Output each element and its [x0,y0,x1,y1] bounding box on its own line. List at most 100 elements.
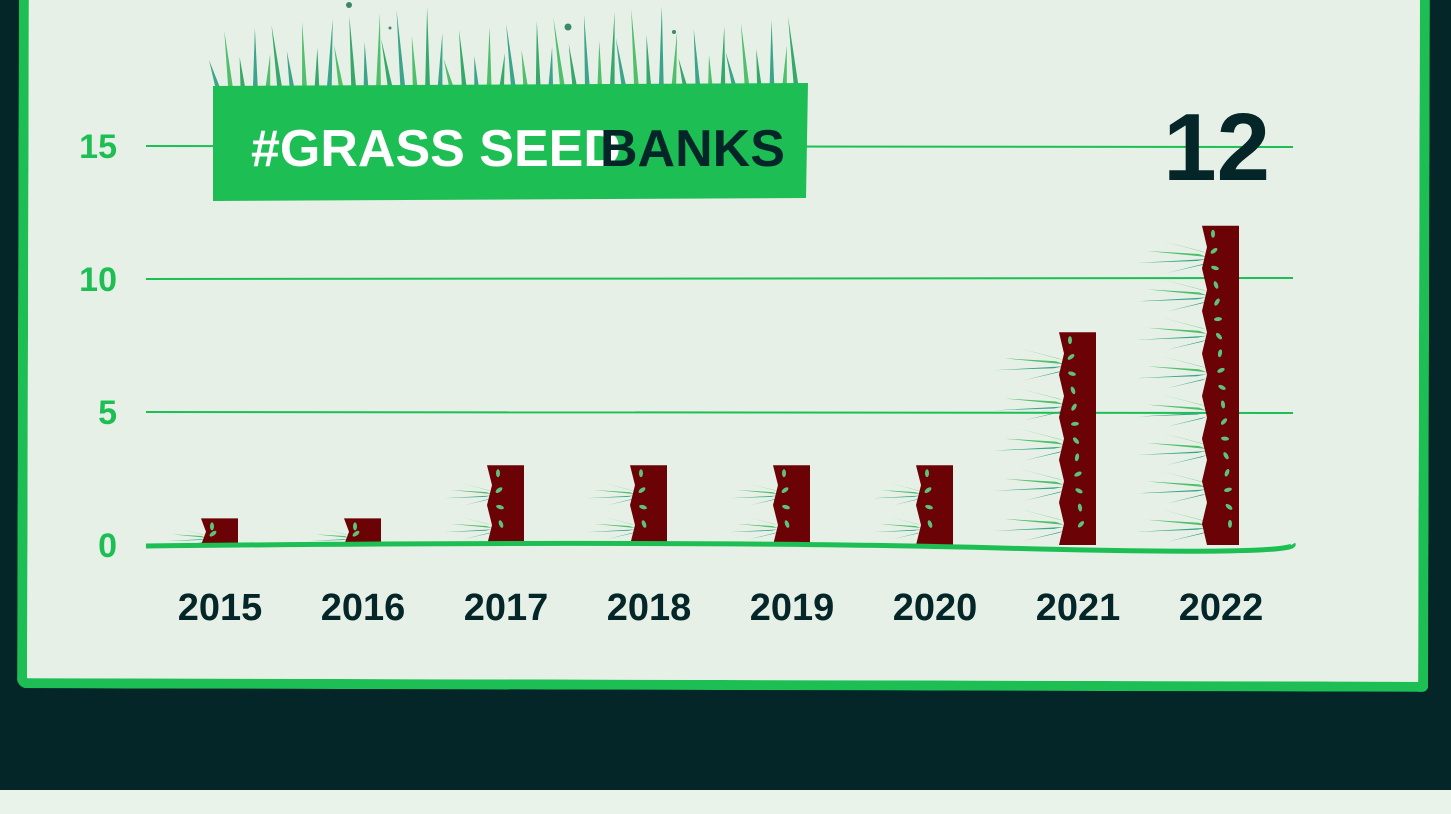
bar-soil [201,518,238,545]
grass-blade [271,25,283,90]
x-category-label: 2015 [178,587,263,629]
grass-blade [584,15,590,90]
seed [781,487,789,494]
grass-blade [286,51,295,90]
grass-blade [788,17,800,90]
grass-blade [615,38,627,90]
grass-tuft [443,483,492,506]
seed [1215,332,1223,340]
x-category-label: 2020 [893,587,978,629]
seed [641,520,647,528]
x-category-label: 2019 [750,587,835,629]
grass-blade [740,23,750,90]
seed [1071,421,1079,426]
gridline [145,277,1294,280]
grass-tuft [1137,241,1207,273]
seed [1213,281,1219,289]
bar-2022 [1137,225,1239,546]
title-suffix: BANKS [600,120,785,178]
seed [1077,521,1085,528]
seed [353,522,357,531]
grass-blade [725,52,738,90]
seed [1075,488,1083,494]
y-axis-ticks: 0 5 10 15 [79,128,117,565]
grass-blade [375,13,381,90]
seed [1217,367,1225,373]
bar-2017 [443,465,524,545]
seed [639,469,643,478]
seed [1224,487,1232,492]
grass-blade [548,47,554,90]
seed [927,520,933,528]
bar-2019 [729,465,810,545]
x-category-label: 2016 [321,587,406,629]
grass-tuft [729,483,778,506]
grass-blade [486,27,492,90]
grass-blade [781,46,787,90]
grass-blade [411,36,418,90]
grass-blade [609,12,615,90]
seed [782,504,790,510]
seed [784,520,790,528]
grass-tuft [994,348,1064,381]
grass-blade [535,21,541,90]
seed [924,487,932,494]
x-category-label: 2018 [607,587,692,629]
grass-blade [334,45,344,90]
y-tick-label: 10 [79,261,117,299]
seed [1221,436,1229,441]
grass-blade [425,7,431,90]
seed [495,487,503,494]
bar-soil [344,518,381,545]
title-prefix: #GRASS SEED [251,120,621,178]
seed [209,530,217,537]
seed [1217,349,1223,358]
grass-blade [568,44,578,90]
grass-blade [326,19,333,90]
grass-tuft [994,468,1064,501]
grass-tuft [872,517,921,540]
grass-tuft [586,517,635,540]
seed [498,520,504,528]
seed [925,504,933,510]
bar-soil [1059,332,1096,545]
grass-blade [671,32,678,90]
seed-dot [672,30,676,34]
grass-blade [459,30,467,90]
bar-2021 [994,332,1096,545]
grass-tuft [1137,394,1207,427]
title-banner-box [213,83,808,201]
highlight-value: 12 [1163,94,1270,201]
seed [1077,503,1083,512]
y-tick-label: 15 [79,128,117,166]
grass-blade [658,6,664,90]
seed [1074,471,1082,477]
grass-tuft [994,508,1064,541]
grass-blade [646,35,652,90]
seed [782,469,786,478]
grass-tuft [1137,279,1207,312]
grass-blade [349,16,357,90]
grass-tuft [1137,509,1207,542]
grass-tuft [994,388,1064,421]
seed [496,469,500,478]
bar-soil [773,465,810,545]
bars [166,225,1239,547]
grass-blade [521,50,529,90]
seed [1068,336,1072,345]
bar-soil [916,465,953,545]
seed [1211,229,1215,238]
grass-blade [597,41,603,90]
grass-tuft [586,483,635,506]
x-axis-categories: 2015 2016 2017 2018 2019 2020 2021 2022 [178,587,1264,629]
grass-blade [224,31,234,90]
seed [1224,468,1230,477]
grass-blade [720,26,726,90]
grass-blade [252,28,258,90]
grass-blade [474,56,480,90]
bar-2016 [309,518,381,547]
grass-blade [506,24,517,90]
seed [1067,354,1075,360]
seed [1218,384,1226,390]
grass-blade [239,57,246,90]
